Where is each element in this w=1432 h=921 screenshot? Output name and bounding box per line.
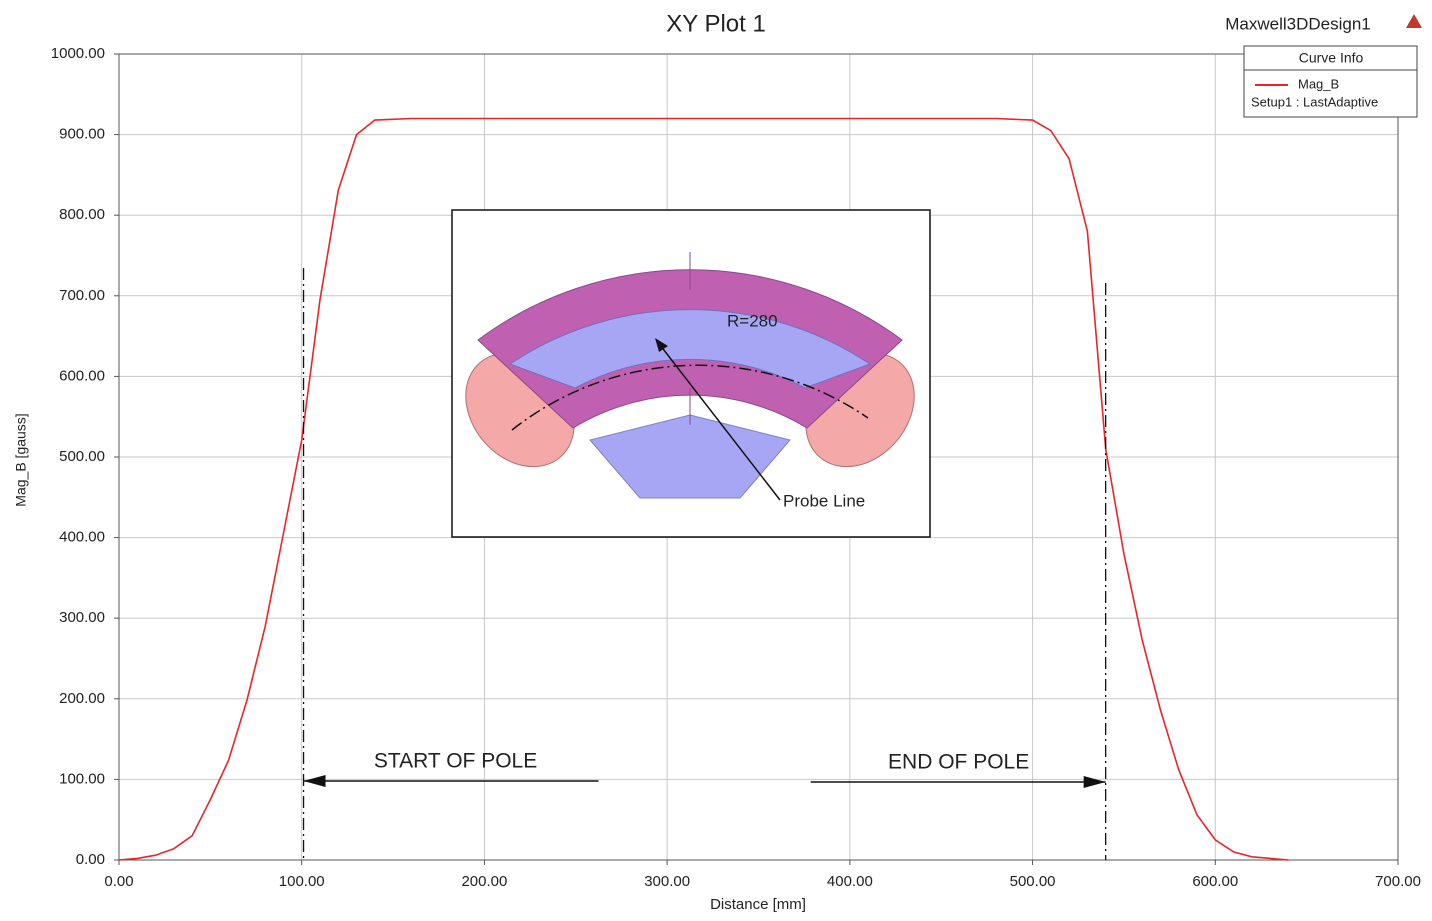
y-tick-label: 400.00	[59, 529, 105, 546]
y-tick-label: 900.00	[59, 126, 105, 143]
x-tick-label: 0.00	[104, 873, 133, 890]
y-tick-label: 200.00	[59, 690, 105, 707]
probe-label: Probe Line	[783, 491, 865, 510]
y-tick-label: 500.00	[59, 448, 105, 465]
y-tick-label: 600.00	[59, 367, 105, 384]
legend-title: Curve Info	[1299, 50, 1364, 66]
inset: R=280 Probe Line	[443, 210, 936, 537]
x-tick-label: 200.00	[461, 873, 507, 890]
chart-title: XY Plot 1	[666, 10, 766, 37]
legend-setup: Setup1 : LastAdaptive	[1251, 94, 1378, 109]
legend: Curve Info Mag_B Setup1 : LastAdaptive	[1244, 46, 1417, 117]
pole-label: END OF POLE	[888, 751, 1029, 774]
x-tick-label: 400.00	[827, 873, 873, 890]
x-tick-label: 300.00	[644, 873, 690, 890]
y-tick-label: 100.00	[59, 770, 105, 787]
y-tick-label: 1000.00	[51, 45, 105, 62]
y-tick-label: 0.00	[76, 851, 105, 868]
legend-entry: Mag_B	[1298, 76, 1339, 91]
x-tick-label: 100.00	[279, 873, 325, 890]
y-axis-label: Mag_B [gauss]	[13, 413, 29, 506]
y-tick-label: 300.00	[59, 609, 105, 626]
x-axis-label: Distance [mm]	[710, 896, 806, 913]
chart: XY Plot 1 Maxwell3DDesign1 Distance [mm]…	[0, 0, 1432, 916]
y-tick-label: 800.00	[59, 206, 105, 223]
x-tick-label: 600.00	[1192, 873, 1238, 890]
x-tick-label: 700.00	[1375, 873, 1421, 890]
design-name: Maxwell3DDesign1	[1225, 14, 1371, 33]
pole-label: START OF POLE	[374, 750, 537, 773]
x-tick-label: 500.00	[1010, 873, 1056, 890]
y-tick-label: 700.00	[59, 287, 105, 304]
radius-label: R=280	[727, 311, 778, 330]
